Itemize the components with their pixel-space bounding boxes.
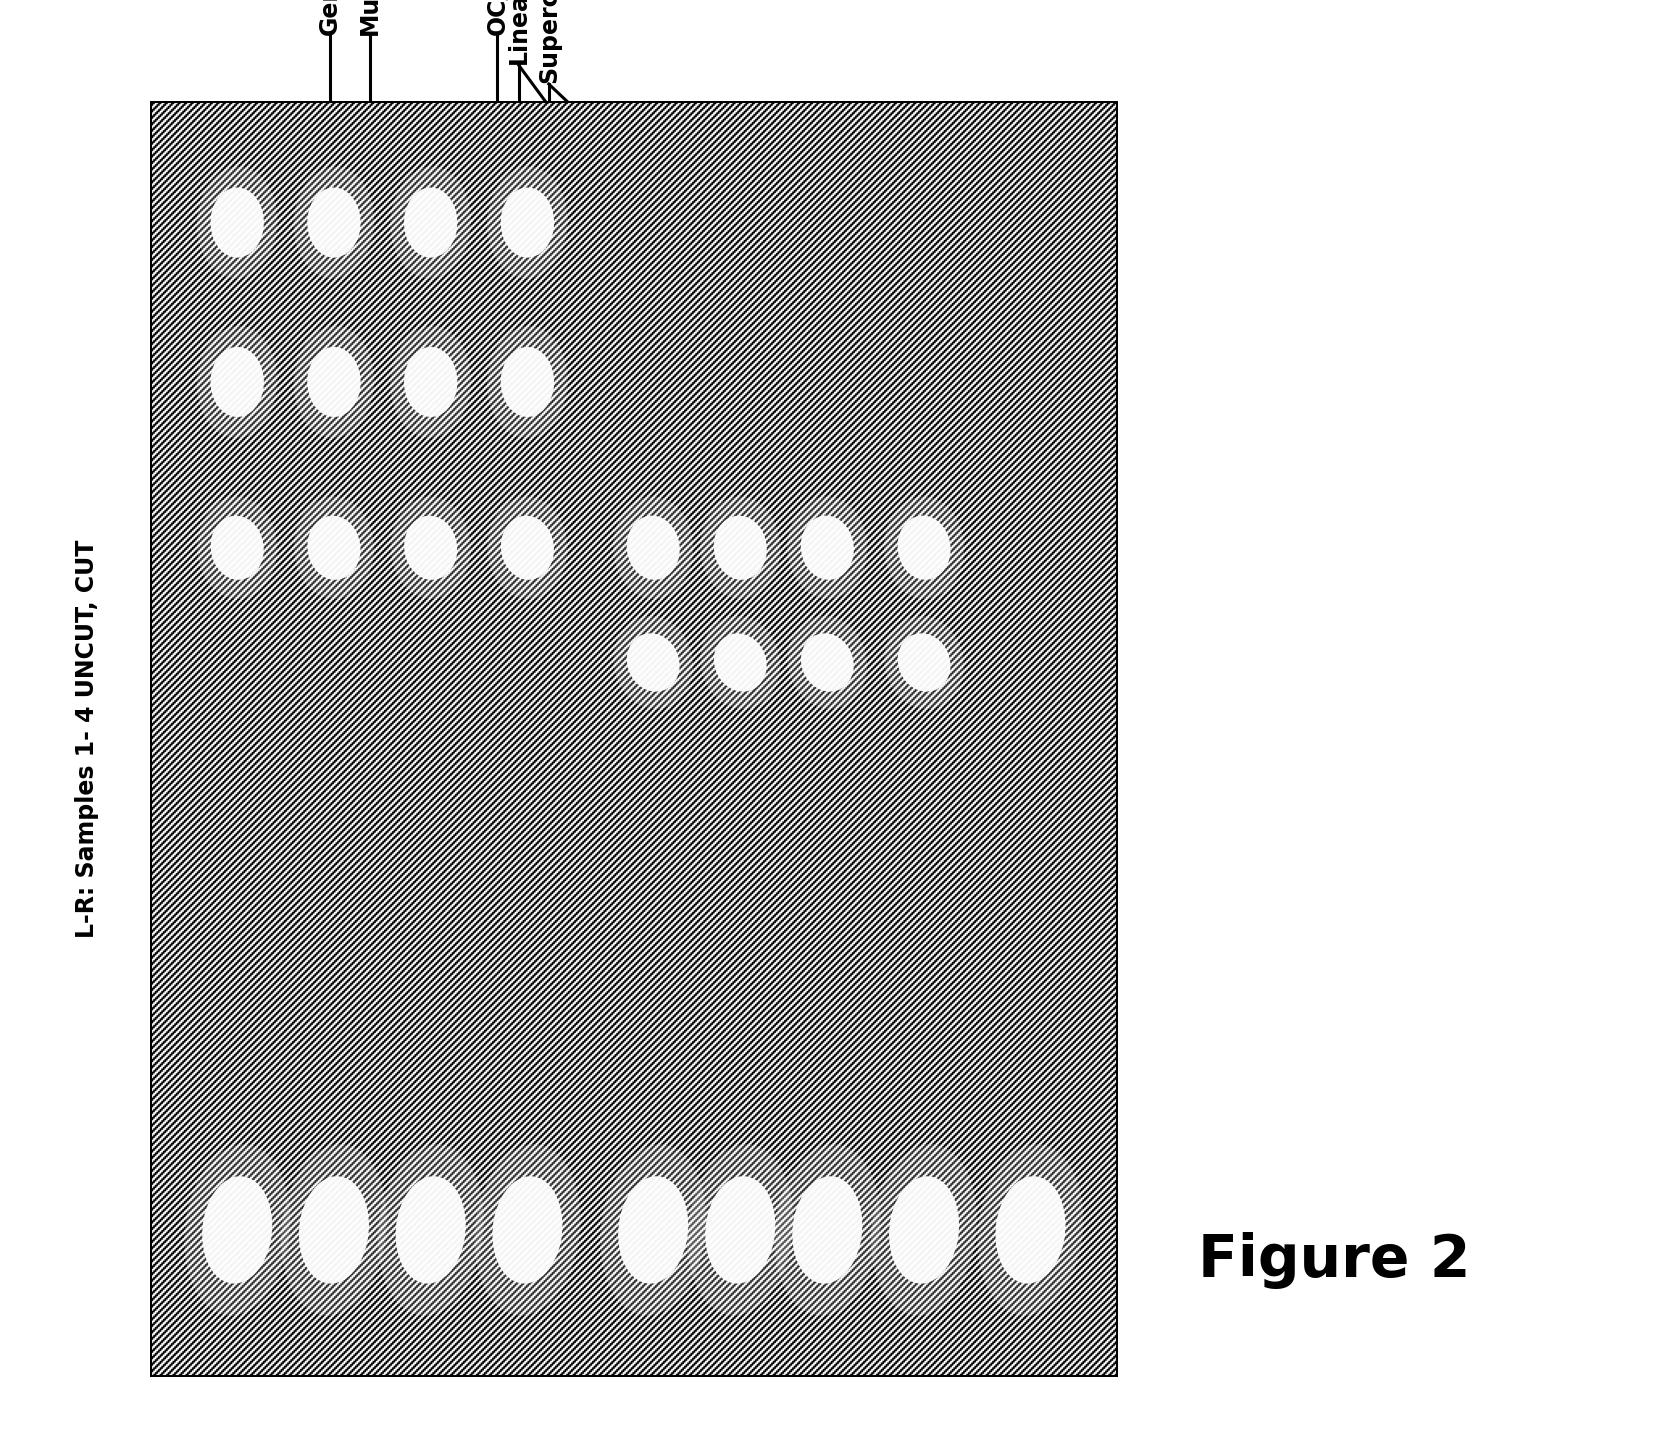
Ellipse shape — [210, 346, 264, 417]
Ellipse shape — [619, 1177, 689, 1284]
Ellipse shape — [390, 326, 470, 438]
Ellipse shape — [487, 167, 567, 278]
Ellipse shape — [801, 516, 854, 580]
Ellipse shape — [884, 616, 964, 709]
Ellipse shape — [627, 633, 679, 691]
Text: OC/CCC: OC/CCC — [485, 0, 509, 35]
Ellipse shape — [889, 1177, 959, 1284]
Text: Genomic: Genomic — [319, 0, 342, 35]
Ellipse shape — [614, 497, 694, 598]
Ellipse shape — [701, 497, 781, 598]
Ellipse shape — [183, 1145, 290, 1316]
Ellipse shape — [714, 633, 767, 691]
Ellipse shape — [307, 346, 360, 417]
Ellipse shape — [687, 1145, 794, 1316]
Ellipse shape — [404, 346, 457, 417]
Ellipse shape — [706, 1177, 776, 1284]
Ellipse shape — [884, 497, 964, 598]
Text: Figure 2: Figure 2 — [1198, 1232, 1471, 1290]
Ellipse shape — [996, 1177, 1066, 1284]
Ellipse shape — [792, 1177, 862, 1284]
Ellipse shape — [474, 1145, 580, 1316]
Ellipse shape — [377, 1145, 484, 1316]
Ellipse shape — [210, 516, 264, 580]
Text: L-R: Samples 1- 4 UNCUT, CUT: L-R: Samples 1- 4 UNCUT, CUT — [75, 540, 98, 938]
Ellipse shape — [197, 497, 277, 598]
Ellipse shape — [977, 1145, 1084, 1316]
Ellipse shape — [299, 1177, 369, 1284]
Ellipse shape — [614, 616, 692, 709]
Ellipse shape — [280, 1145, 387, 1316]
Ellipse shape — [500, 346, 554, 417]
Ellipse shape — [197, 167, 277, 278]
Ellipse shape — [404, 187, 457, 258]
Ellipse shape — [774, 1145, 881, 1316]
Ellipse shape — [210, 187, 264, 258]
Ellipse shape — [701, 616, 781, 709]
Ellipse shape — [787, 616, 867, 709]
Ellipse shape — [307, 516, 360, 580]
Ellipse shape — [897, 516, 951, 580]
Ellipse shape — [500, 187, 554, 258]
Text: Linear: Linear — [507, 0, 530, 64]
Ellipse shape — [787, 497, 867, 598]
Ellipse shape — [197, 326, 277, 438]
Ellipse shape — [390, 497, 470, 598]
Ellipse shape — [714, 516, 767, 580]
Ellipse shape — [307, 187, 360, 258]
Ellipse shape — [202, 1177, 272, 1284]
Ellipse shape — [492, 1177, 562, 1284]
Ellipse shape — [404, 516, 457, 580]
Ellipse shape — [487, 497, 567, 598]
Ellipse shape — [294, 497, 374, 598]
Ellipse shape — [294, 167, 374, 278]
Ellipse shape — [390, 167, 470, 278]
Ellipse shape — [627, 516, 681, 580]
Ellipse shape — [801, 633, 854, 691]
Ellipse shape — [600, 1145, 706, 1316]
Ellipse shape — [871, 1145, 977, 1316]
Text: Supercoiled: Supercoiled — [537, 0, 560, 83]
Text: Multimers: Multimers — [359, 0, 382, 35]
Ellipse shape — [897, 633, 951, 691]
Ellipse shape — [487, 326, 567, 438]
Ellipse shape — [294, 326, 374, 438]
Ellipse shape — [395, 1177, 465, 1284]
Ellipse shape — [500, 516, 554, 580]
